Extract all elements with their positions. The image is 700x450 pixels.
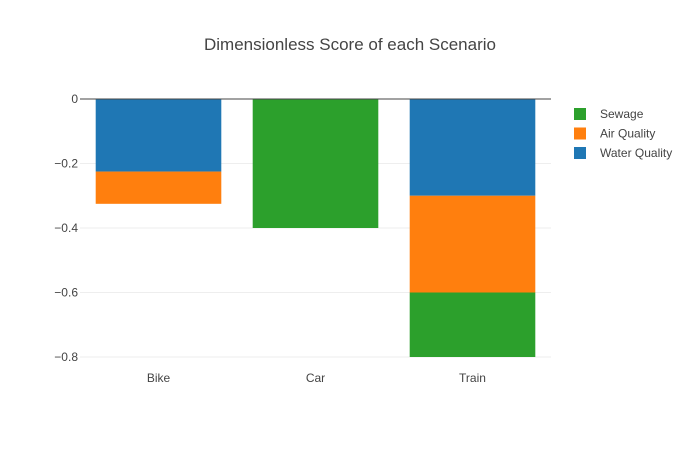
bar-bike-air-quality[interactable]: [95, 171, 222, 204]
x-tick-label: Train: [459, 371, 486, 385]
bar-train-sewage[interactable]: [409, 292, 536, 358]
bars-layer: [95, 99, 536, 358]
bar-bike-water-quality[interactable]: [95, 99, 222, 172]
legend: Sewage Air Quality Water Quality: [574, 107, 672, 160]
y-tick-label: −0.8: [54, 350, 78, 364]
legend-swatch[interactable]: [574, 108, 586, 120]
legend-label[interactable]: Air Quality: [600, 127, 655, 141]
bar-train-air-quality[interactable]: [409, 195, 536, 293]
y-tick-label: 0: [71, 92, 78, 106]
y-tick-label: −0.6: [54, 286, 78, 300]
x-axis: Bike Car Train: [147, 371, 486, 385]
legend-label[interactable]: Sewage: [600, 107, 644, 121]
y-tick-label: −0.2: [54, 157, 78, 171]
chart-title: Dimensionless Score of each Scenario: [204, 35, 496, 54]
legend-swatch[interactable]: [574, 147, 586, 159]
y-axis: 0 −0.2 −0.4 −0.6 −0.8: [54, 92, 78, 364]
bar-train-water-quality[interactable]: [409, 99, 536, 196]
x-tick-label: Bike: [147, 371, 171, 385]
bar-car-sewage[interactable]: [252, 99, 379, 228]
y-tick-label: −0.4: [54, 221, 78, 235]
legend-swatch[interactable]: [574, 127, 586, 140]
legend-label[interactable]: Water Quality: [600, 146, 672, 160]
x-tick-label: Car: [306, 371, 325, 385]
